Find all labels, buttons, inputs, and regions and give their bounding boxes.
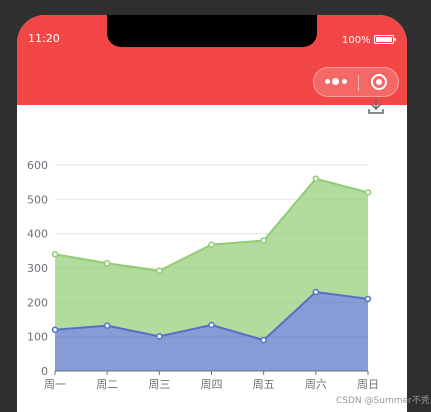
data-point [260,336,267,344]
data-point [51,251,59,258]
x-tick-label: 周二 [96,378,118,391]
x-tick-label: 周四 [201,378,223,391]
y-tick-label: 400 [27,228,48,241]
capsule-divider [358,75,359,91]
series-area-0 [55,292,368,371]
series-area-1 [55,178,368,341]
download-icon[interactable] [367,97,385,115]
battery-percent: 100% [342,35,371,46]
y-tick-label: 200 [27,296,48,309]
data-point [364,295,372,303]
data-point [103,259,111,267]
data-point [208,321,215,329]
y-tick-label: 500 [27,193,48,206]
data-point [260,237,267,244]
watermark: CSDN @Summer不秃 [336,396,430,406]
data-point [156,267,163,274]
data-point [51,326,59,334]
data-point [103,322,111,329]
status-time: 11:20 [28,32,60,45]
y-tick-label: 600 [27,159,48,172]
x-tick-label: 周三 [148,378,170,391]
x-tick-label: 周六 [305,378,327,391]
data-point [312,288,320,296]
device-notch [107,15,317,47]
x-tick-label: 周五 [253,378,275,391]
data-point [208,241,215,248]
y-tick-label: 100 [27,331,48,344]
close-target-icon[interactable] [371,74,387,90]
data-point [364,189,372,196]
data-point [312,175,320,182]
x-tick-label: 周日 [357,378,379,391]
app-header: 11:20 100% [17,15,407,105]
y-tick-label: 0 [41,365,48,378]
more-dots-icon[interactable] [325,78,353,86]
battery-icon [374,35,396,44]
data-point [156,333,163,340]
mini-program-capsule [313,67,399,97]
x-tick-label: 周一 [44,378,66,391]
y-tick-label: 300 [27,262,48,275]
